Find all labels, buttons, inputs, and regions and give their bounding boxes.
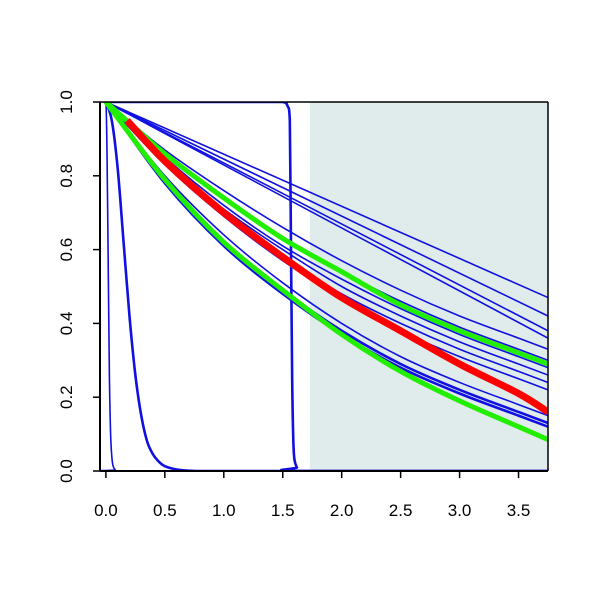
y-tick-label: 0.4 [57, 312, 76, 336]
series-group [100, 102, 548, 471]
series-line-blue-4 [105, 102, 548, 350]
series-line-blue-1 [105, 102, 548, 317]
series-line-blue-10 [105, 102, 548, 417]
x-tick-label: 3.0 [448, 501, 472, 520]
series-line-red-18 [124, 118, 548, 415]
y-tick-label: 0.2 [57, 385, 76, 409]
y-tick-label: 1.0 [57, 90, 76, 114]
y-tick-label: 0.0 [57, 459, 76, 483]
x-tick-label: 3.5 [507, 501, 531, 520]
y-tick-label: 0.8 [57, 164, 76, 188]
x-tick-label: 1.0 [212, 501, 236, 520]
x-tick-label: 1.5 [271, 501, 295, 520]
x-tick-label: 2.5 [389, 501, 413, 520]
x-tick-label: 0.5 [153, 501, 177, 520]
series-line-blue-3 [105, 102, 548, 339]
series-line-green-16 [104, 102, 548, 367]
series-line-blue-6 [105, 102, 548, 369]
shaded-region [309, 102, 548, 471]
y-tick-label: 0.6 [57, 238, 76, 262]
series-line-green-17 [103, 102, 548, 442]
x-tick-label: 2.0 [330, 501, 354, 520]
series-line-blue-13 [100, 102, 548, 471]
plot-area: 0.0 0.5 1.0 1.5 2.0 2.5 3.0 3.5 0.0 0.2 0.4 0.6 0.8 1… [57, 90, 549, 520]
series-line-blue-0 [105, 102, 548, 299]
series-line-blue-2 [105, 102, 548, 332]
x-tick-label: 0.0 [94, 501, 118, 520]
